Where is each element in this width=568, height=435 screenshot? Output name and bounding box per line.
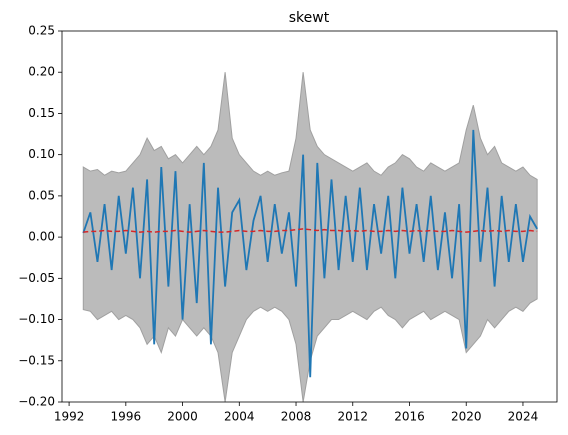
x-tick-label: 2016 <box>394 410 425 424</box>
plot-frame <box>61 30 558 403</box>
y-tick-label: −0.20 <box>18 395 55 409</box>
band <box>82 72 538 403</box>
x-tick-label: 1996 <box>111 410 142 424</box>
x-tick-label: 2020 <box>451 410 482 424</box>
x-tick-label: 2024 <box>508 410 539 424</box>
y-tick-label: −0.05 <box>18 271 55 285</box>
series-line <box>83 228 538 233</box>
y-tick-label: 0.05 <box>28 188 55 202</box>
x-tick-label: 2008 <box>281 410 312 424</box>
series-line <box>82 129 538 378</box>
y-tick-label: 0.15 <box>28 106 55 120</box>
y-tick-label: 0.25 <box>28 24 55 38</box>
x-tick-label: 2000 <box>167 410 198 424</box>
x-tick-label: 2012 <box>337 410 368 424</box>
y-tick-label: 0.00 <box>28 230 55 244</box>
chart-title: skewt <box>289 10 330 26</box>
y-tick-label: 0.10 <box>28 147 55 161</box>
y-tick-label: −0.15 <box>18 353 55 367</box>
y-tick-label: −0.10 <box>18 312 55 326</box>
x-tick-label: 1992 <box>54 410 85 424</box>
x-tick-label: 2004 <box>224 410 255 424</box>
y-tick-label: 0.20 <box>28 65 55 79</box>
